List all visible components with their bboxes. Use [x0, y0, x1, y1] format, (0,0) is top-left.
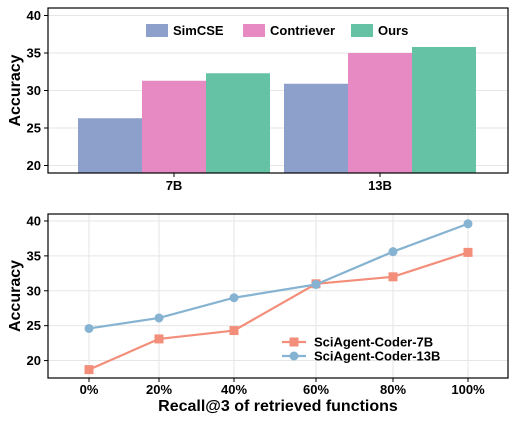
bar-chart: 20 25 30 35 40 7B 13B Accuracy SimCSE Contriever O… — [7, 7, 509, 193]
point-sciagent-coder-7b — [388, 272, 398, 282]
legend-label-contriever: Contriever — [270, 23, 335, 38]
bar-chart-y-tick-label: 30 — [27, 83, 41, 98]
line-chart-frame — [47, 213, 509, 379]
line-chart-x-tick-label: 0% — [80, 382, 99, 397]
line-chart-y-tick-label: 40 — [27, 213, 41, 228]
line-chart-y-tick-label: 30 — [27, 283, 41, 298]
legend-swatch-simcse — [146, 24, 168, 37]
line-chart: 20 25 30 35 40 0% 20% 40% 60% 80% 100% Recall@3 of … — [7, 213, 509, 415]
bar-chart-y-tick-label: 20 — [27, 158, 41, 173]
point-sciagent-coder-7b — [229, 326, 239, 336]
bar-contriever-7b — [142, 80, 206, 173]
bar-chart-y-tick-label: 35 — [27, 46, 41, 61]
point-sciagent-coder-13b — [311, 279, 321, 289]
line-chart-x-tick-label: 40% — [221, 382, 247, 397]
bar-chart-y-tick-label: 40 — [27, 8, 41, 23]
point-sciagent-coder-13b — [84, 323, 94, 333]
bar-ours-13b — [412, 47, 476, 173]
point-sciagent-coder-13b — [388, 247, 398, 257]
bar-simcse-7b — [78, 118, 142, 173]
bar-chart-frame — [47, 7, 509, 174]
series-line-sciagent-coder-13b — [88, 222, 469, 330]
bar-simcse-13b — [284, 83, 348, 173]
point-sciagent-coder-7b — [154, 334, 164, 344]
bar-chart-y-axis-label: Accuracy — [7, 54, 24, 126]
legend-swatch-ours — [351, 24, 373, 37]
point-sciagent-coder-13b — [463, 219, 473, 229]
point-sciagent-coder-13b — [154, 313, 164, 323]
bar-ours-7b — [206, 73, 270, 173]
line-chart-x-tick-label: 20% — [146, 382, 172, 397]
legend-swatch-contriever — [243, 24, 265, 37]
line-chart-x-tick-label: 60% — [303, 382, 329, 397]
legend-label-simcse: SimCSE — [173, 23, 224, 38]
legend-label-sciagent-coder-7b: SciAgent-Coder-7B — [314, 335, 433, 350]
line-chart-x-tick-label: 80% — [380, 382, 406, 397]
point-sciagent-coder-7b — [84, 365, 94, 375]
point-sciagent-coder-13b — [229, 293, 239, 303]
legend-label-sciagent-coder-13b: SciAgent-Coder-13B — [314, 349, 440, 364]
series-line-sciagent-coder-7b — [88, 251, 469, 371]
legend-marker-sciagent-coder-7b — [289, 337, 299, 347]
line-chart-y-tick-label: 35 — [27, 248, 41, 263]
line-chart-x-axis-label: Recall@3 of retrieved functions — [158, 398, 398, 415]
line-chart-y-tick-label: 25 — [27, 318, 41, 333]
bar-chart-y-tick-label: 25 — [27, 121, 41, 136]
point-sciagent-coder-7b — [463, 247, 473, 257]
bar-chart-x-tick-label: 13B — [368, 178, 392, 193]
bar-chart-x-tick-label: 7B — [166, 178, 183, 193]
legend-marker-sciagent-coder-13b — [289, 351, 299, 361]
legend-label-ours: Ours — [378, 23, 408, 38]
line-chart-y-tick-label: 20 — [27, 353, 41, 368]
bar-contriever-13b — [348, 53, 412, 173]
line-chart-y-axis-label: Accuracy — [7, 260, 24, 332]
line-chart-x-tick-label: 100% — [451, 382, 485, 397]
